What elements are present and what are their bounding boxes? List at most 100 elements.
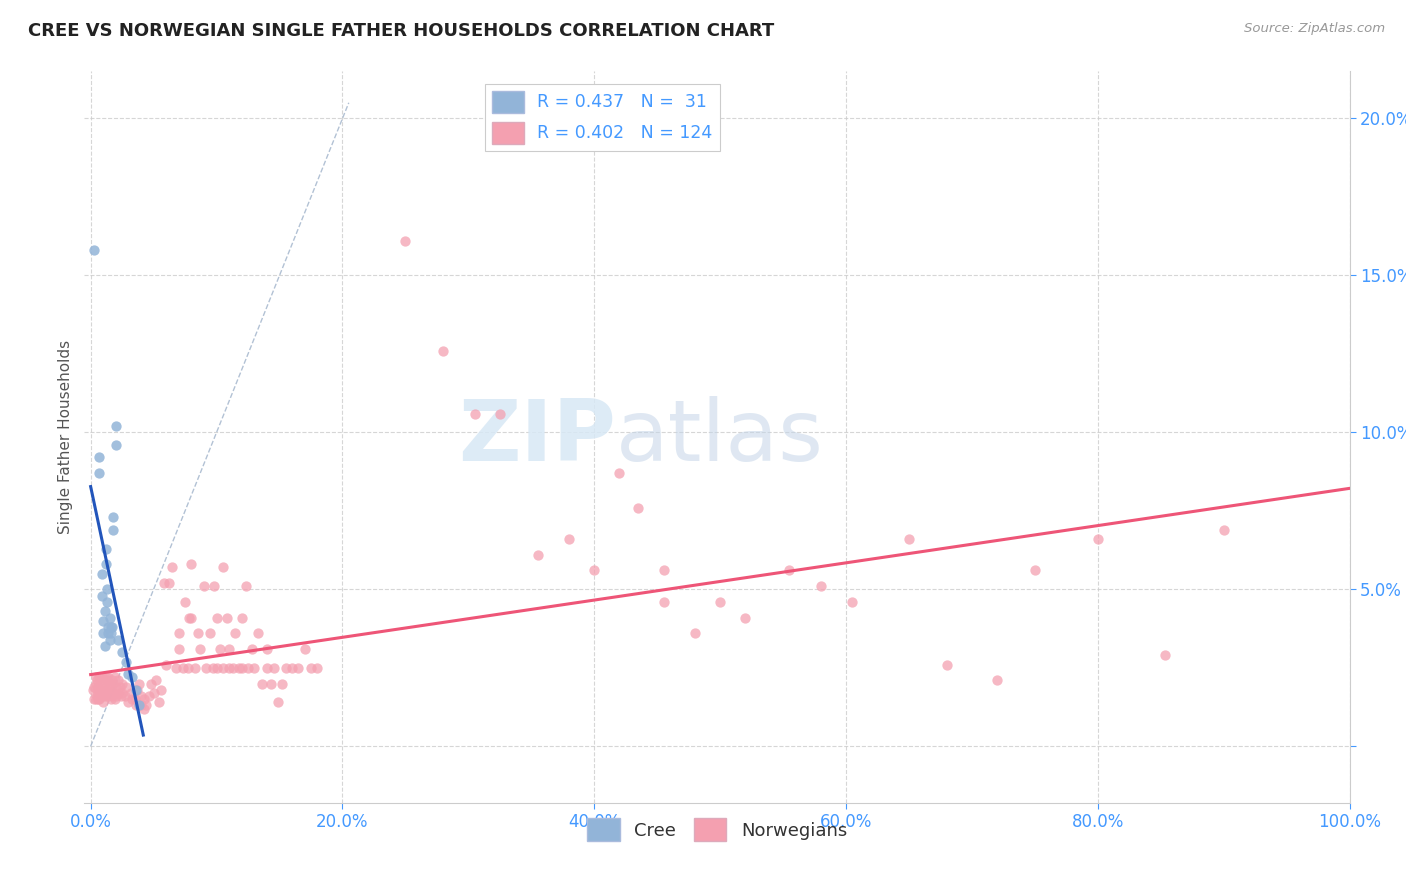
Point — [128, 676, 150, 690]
Point — [103, 692, 125, 706]
Point — [307, 661, 329, 675]
Point — [142, 686, 165, 700]
Point — [104, 689, 127, 703]
Point — [93, 604, 115, 618]
Point — [132, 692, 155, 706]
Point — [87, 692, 110, 706]
Point — [89, 450, 111, 465]
Point — [83, 680, 105, 694]
Point — [287, 661, 309, 675]
Point — [267, 695, 290, 709]
Point — [121, 692, 143, 706]
Point — [841, 595, 863, 609]
Point — [202, 579, 225, 593]
Point — [145, 673, 167, 688]
Point — [108, 680, 131, 694]
Y-axis label: Single Father Households: Single Father Households — [58, 340, 73, 534]
Point — [129, 698, 152, 713]
Point — [97, 689, 120, 703]
Point — [184, 661, 207, 675]
Point — [263, 661, 285, 675]
Point — [558, 532, 581, 546]
Point — [94, 558, 117, 572]
Point — [176, 661, 198, 675]
Text: atlas: atlas — [616, 395, 824, 479]
Point — [94, 541, 117, 556]
Point — [212, 560, 235, 574]
Point — [84, 670, 107, 684]
Point — [101, 673, 124, 688]
Point — [94, 682, 117, 697]
Point — [1153, 648, 1175, 663]
Point — [247, 626, 270, 640]
Point — [256, 661, 278, 675]
Point — [152, 576, 174, 591]
Point — [103, 523, 125, 537]
Text: Source: ZipAtlas.com: Source: ZipAtlas.com — [1244, 22, 1385, 36]
Point — [172, 661, 194, 675]
Point — [271, 676, 294, 690]
Text: ZIP: ZIP — [458, 395, 616, 479]
Point — [209, 642, 232, 657]
Point — [125, 698, 148, 713]
Point — [98, 686, 121, 700]
Point — [93, 639, 115, 653]
Point — [96, 686, 118, 700]
Point — [91, 670, 114, 684]
Point — [87, 680, 110, 694]
Point — [986, 673, 1008, 688]
Point — [583, 564, 606, 578]
Point — [177, 610, 200, 624]
Point — [1212, 523, 1234, 537]
Point — [111, 676, 134, 690]
Point — [125, 682, 148, 697]
Point — [212, 661, 235, 675]
Point — [89, 670, 111, 684]
Point — [231, 661, 253, 675]
Point — [135, 698, 157, 713]
Point — [104, 680, 127, 694]
Point — [93, 676, 115, 690]
Point — [101, 620, 124, 634]
Point — [299, 661, 322, 675]
Point — [86, 689, 108, 703]
Point — [180, 558, 202, 572]
Point — [132, 701, 155, 715]
Point — [180, 610, 202, 624]
Point — [1024, 564, 1046, 578]
Point — [778, 564, 800, 578]
Point — [148, 695, 170, 709]
Point — [236, 661, 259, 675]
Point — [98, 632, 121, 647]
Point — [98, 610, 121, 624]
Point — [394, 234, 416, 248]
Point — [294, 642, 316, 657]
Point — [96, 582, 118, 597]
Point — [120, 686, 142, 700]
Point — [250, 676, 273, 690]
Point — [240, 642, 263, 657]
Point — [187, 626, 209, 640]
Point — [117, 667, 139, 681]
Point — [139, 676, 162, 690]
Point — [111, 645, 134, 659]
Point — [117, 695, 139, 709]
Point — [97, 620, 120, 634]
Point — [138, 689, 160, 703]
Point — [935, 657, 957, 672]
Point — [228, 661, 250, 675]
Point — [91, 689, 114, 703]
Point — [150, 682, 173, 697]
Point — [101, 689, 124, 703]
Point — [155, 657, 177, 672]
Point — [103, 670, 125, 684]
Point — [256, 642, 278, 657]
Point — [489, 407, 512, 421]
Point — [114, 689, 136, 703]
Point — [235, 579, 257, 593]
Point — [91, 695, 114, 709]
Point — [86, 673, 108, 688]
Point — [121, 670, 143, 684]
Point — [86, 682, 108, 697]
Point — [96, 595, 118, 609]
